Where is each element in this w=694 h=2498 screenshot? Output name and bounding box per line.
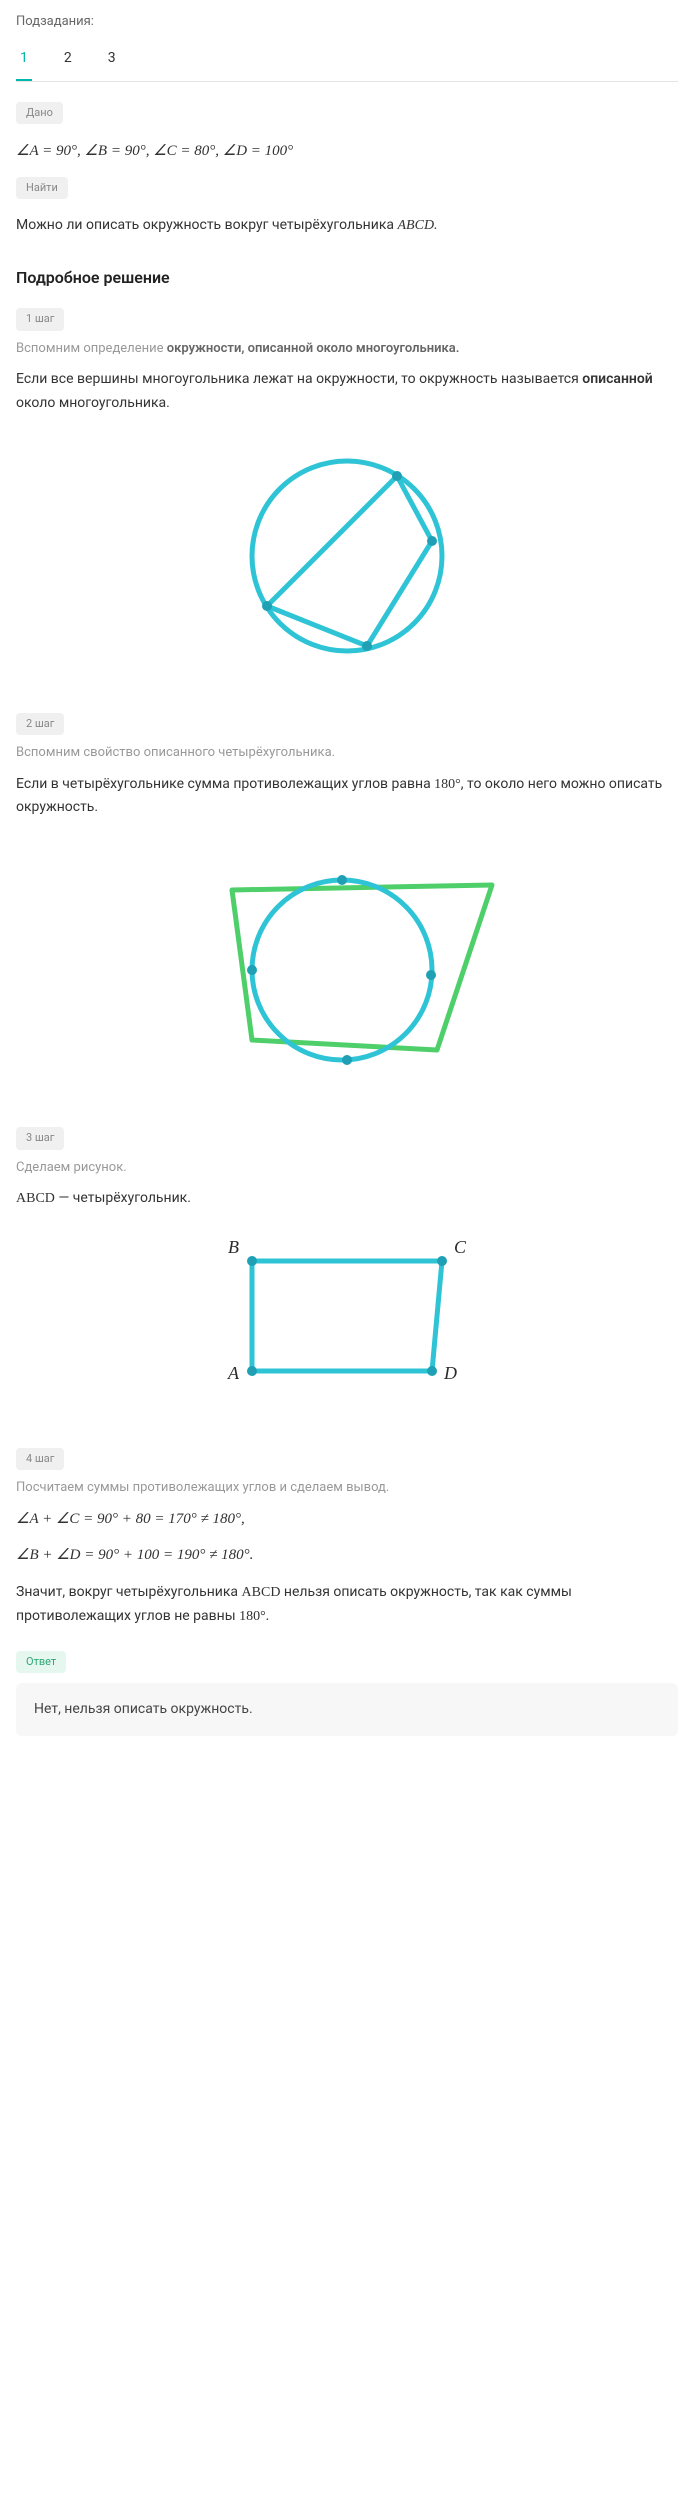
step-1-hint: Вспомним определение окружности, описанн… [16, 339, 678, 359]
step-1-figure [16, 436, 678, 683]
svg-text:A: A [227, 1363, 240, 1383]
answer-box: Нет, нельзя описать окружность. [16, 1683, 678, 1736]
step-3-figure: A B C D [16, 1231, 678, 1418]
find-text: Можно ли описать окружность вокруг четыр… [16, 215, 678, 236]
step-3-hint: Сделаем рисунок. [16, 1158, 678, 1178]
step-3-body: ABCD — четырёхугольник. [16, 1187, 678, 1211]
svg-text:C: C [454, 1237, 467, 1257]
given-badge: Дано [16, 102, 63, 125]
find-badge: Найти [16, 177, 68, 200]
step-4-eq1: ∠A + ∠C = 90° + 80 = 170° ≠ 180°, [16, 1508, 678, 1531]
step-4-badge: 4 шаг [16, 1448, 64, 1471]
quad-svg: A B C D [192, 1231, 502, 1411]
solution-title: Подробное решение [16, 266, 678, 290]
step-3-badge: 3 шаг [16, 1127, 64, 1150]
tab-1[interactable]: 1 [16, 42, 32, 81]
tab-3[interactable]: 3 [104, 42, 120, 81]
tabs: 1 2 3 [16, 42, 678, 82]
step-2-badge: 2 шаг [16, 713, 64, 736]
svg-text:B: B [228, 1237, 239, 1257]
step-4-hint: Посчитаем суммы противолежащих углов и с… [16, 1478, 678, 1498]
step-2-hint: Вспомним свойство описанного четырёхугол… [16, 743, 678, 763]
circumscribed-circle-svg [197, 436, 497, 676]
inscribed-circle-svg [172, 840, 522, 1090]
given-formula: ∠A = 90°, ∠B = 90°, ∠C = 80°, ∠D = 100° [16, 140, 678, 163]
step-2-figure [16, 840, 678, 1097]
step-1-body: Если все вершины многоугольника лежат на… [16, 368, 678, 416]
step-4-eq2: ∠B + ∠D = 90° + 100 = 190° ≠ 180°. [16, 1544, 678, 1567]
step-4-conclusion: Значит, вокруг четырёхугольника ABCD нел… [16, 1581, 678, 1629]
answer-label: Ответ [16, 1651, 66, 1674]
step-2-body: Если в четырёхугольнике сумма противолеж… [16, 773, 678, 821]
tab-2[interactable]: 2 [60, 42, 76, 81]
step-1-badge: 1 шаг [16, 308, 64, 331]
svg-text:D: D [443, 1363, 457, 1383]
subtasks-label: Подзадания: [16, 12, 678, 32]
